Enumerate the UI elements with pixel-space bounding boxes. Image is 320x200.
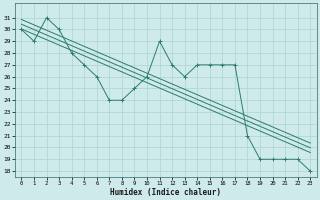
X-axis label: Humidex (Indice chaleur): Humidex (Indice chaleur) xyxy=(110,188,221,197)
